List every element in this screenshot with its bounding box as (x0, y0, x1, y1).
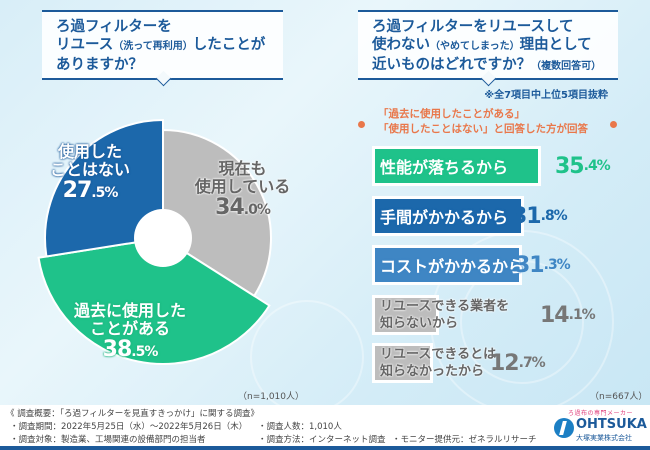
pie-label-text: 使用した (57, 142, 122, 161)
pie-label-used-before: 過去に使用した ことがある 38.5% (60, 302, 200, 361)
right-question-line2-tail: 理由として (519, 37, 592, 53)
bar-value: 12.7% (490, 343, 546, 383)
bullet-dot-left (358, 121, 365, 128)
survey-target: ・調査対象：製造業、工場関連の設備部門の担当者 (10, 435, 206, 445)
survey-footer: 《 調査概要：「ろ過フィルターを見直すきっかけ」に関する調査》 ・調査期間：20… (0, 405, 650, 450)
pie-value: 34.0% (190, 197, 295, 219)
bar (372, 245, 522, 285)
pie-label-text: ことはない (49, 160, 130, 179)
survey-count: ・調査人数：1,010人 (258, 422, 342, 432)
logo-mark-icon (554, 418, 574, 438)
condition-line1: 「過去に使用したことがある」 (378, 108, 525, 120)
bar-value-dec: .4% (583, 158, 611, 174)
bar-label: 性能が落ちるから (380, 146, 508, 186)
pie-value-int: 38 (102, 337, 133, 362)
survey-method: ・調査方法：インターネット調査 (258, 435, 386, 445)
bar-value: 31.8% (512, 196, 568, 236)
bar-label: 手間がかかるから (380, 196, 508, 236)
left-question-line2-main: リユース (56, 37, 114, 53)
bar-label: リユースできるとは 知らなかったから (380, 343, 496, 383)
bar (372, 196, 524, 236)
pie-value-dec: .0% (243, 202, 271, 218)
pie-value-dec: .5% (131, 344, 158, 360)
bar-value-int: 14 (540, 302, 570, 328)
left-question-line1: ろ過フィルターを (56, 19, 172, 35)
bar (372, 146, 542, 186)
respondent-condition: 「過去に使用したことがある」 「使用したことはない」と回答した方が回答 (378, 107, 588, 137)
pie-value-int: 27 (62, 178, 93, 203)
bar-label-line: リユースできるとは (380, 347, 497, 362)
bullet-dot-right (610, 121, 617, 128)
pie-label-never-used: 使用した ことはない 27.5% (35, 143, 145, 202)
left-question-box: ろ過フィルターを リユース（洗って再利用）したことが ありますか？ (42, 10, 283, 87)
bar-value-dec: .7% (518, 355, 546, 371)
bar (372, 343, 433, 383)
logo-name: OHTSUKA (576, 417, 647, 432)
bar-label-line: 知らないから (380, 316, 459, 331)
pie-label-text: 現在も (218, 159, 267, 178)
pie-value-int: 34 (215, 195, 245, 220)
top5-note: ※全7項目中上位5項目抜粋 (484, 90, 608, 101)
bar-value: 14.1% (540, 295, 596, 335)
bar-value: 31.3% (515, 245, 571, 285)
left-question-line2-tail: したことが (192, 37, 266, 53)
bar-value-dec: .8% (540, 208, 568, 224)
pie-label-text: ことがある (89, 319, 170, 338)
pie-slice-used-before (37, 236, 271, 365)
pie-value: 27.5% (35, 180, 145, 202)
pie-value-dec: .5% (91, 185, 118, 201)
left-question-line3: ありますか？ (56, 57, 143, 73)
bar-value: 35.4% (555, 146, 611, 186)
bar-value-int: 31 (515, 252, 545, 278)
bar-value-int: 35 (555, 153, 585, 179)
bar-label: リユースできる業者を 知らないから (380, 295, 509, 335)
pie-label-text: 使用している (194, 177, 291, 196)
bar-label-line: 知らなかったから (380, 364, 485, 379)
bar-label-line: 性能が落ちるから (380, 158, 509, 177)
footer-bottom-line (0, 446, 650, 450)
right-question-line2: 使わない（やめてしまった）理由として (372, 36, 606, 56)
pie-sample-size: （n=1,010人） (238, 392, 305, 402)
pie-value: 38.5% (60, 339, 200, 361)
left-question-line2-paren: （洗って再利用） (113, 41, 193, 52)
bar (372, 295, 440, 335)
left-question-line2: リユース（洗って再利用）したことが (56, 36, 271, 56)
pie-chart (37, 118, 272, 365)
right-question-line3: 近いものはどれですか？（複数回答可） (372, 56, 606, 76)
right-question-line1: ろ過フィルターをリユースして (372, 19, 574, 35)
survey-provider: ・モニター提供元：ゼネラルリサーチ (392, 435, 537, 445)
right-question-line2-paren: （やめてしまった） (430, 41, 520, 52)
bar-label: コストがかかるから (380, 245, 524, 285)
right-question-line2-main: 使わない (372, 37, 430, 53)
survey-title: 《 調査概要：「ろ過フィルターを見直すきっかけ」に関する調査》 (6, 409, 259, 419)
right-question-box: ろ過フィルターをリユースして 使わない（やめてしまった）理由として 近いものはど… (358, 10, 618, 87)
bar-label-line: 手間がかかるから (380, 208, 509, 227)
logo-corp-name: 大塚実業株式会社 (576, 434, 632, 442)
condition-line2: 「使用したことはない」と回答した方が回答 (378, 123, 588, 135)
bar-value-dec: .3% (543, 257, 571, 273)
pie-label-text: 過去に使用した (73, 301, 186, 320)
bar-sample-size: （n=667人） (590, 392, 648, 402)
pie-center-hole (134, 209, 192, 267)
pie-label-currently-using: 現在も 使用している 34.0% (190, 160, 295, 219)
company-logo: ろ過布の専門メーカー OHTSUKA 大塚実業株式会社 (552, 408, 647, 446)
survey-period: ・調査期間：2022年5月25日（水）～2022年5月26日（木） (10, 422, 248, 432)
bar-label-line: リユースできる業者を (380, 299, 510, 314)
bar-value-dec: .1% (568, 307, 596, 323)
right-question-line3-main: 近いものはどれですか？ (372, 57, 532, 73)
logo-tagline: ろ過布の専門メーカー (568, 410, 634, 417)
pie-slice-never-used (44, 118, 164, 258)
bar-label-line: コストがかかるから (380, 257, 525, 276)
bar-value-int: 12 (490, 350, 520, 376)
bar-value-int: 31 (512, 203, 542, 229)
right-question-line3-paren: （複数回答可） (531, 61, 602, 72)
